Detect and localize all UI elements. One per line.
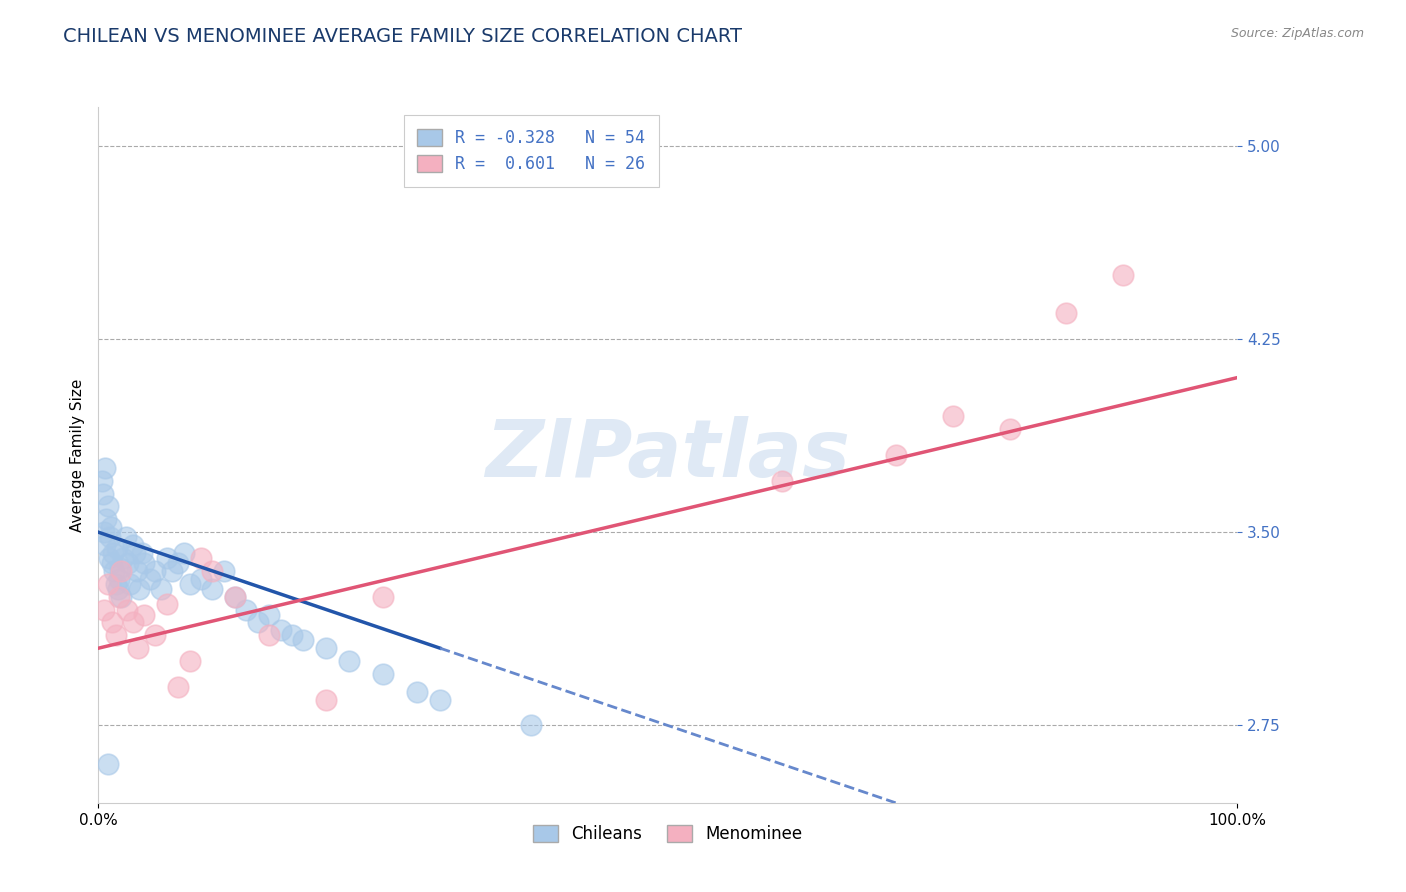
Point (190, 572, 212, 586)
Point (94, 538, 117, 552)
Point (259, 607, 281, 622)
Point (112, 551, 135, 566)
Point (371, 667, 394, 681)
Point (520, 718, 543, 732)
Point (93, 602, 115, 616)
Point (179, 576, 201, 591)
Point (224, 590, 246, 604)
Point (337, 654, 360, 668)
Point (224, 590, 246, 604)
Point (98, 530, 121, 544)
Point (270, 623, 292, 637)
Point (1054, 306, 1078, 320)
Point (884, 448, 907, 462)
Point (770, 474, 793, 488)
Point (145, 628, 167, 642)
Point (96, 500, 118, 514)
Point (173, 546, 195, 560)
Point (108, 561, 131, 575)
Point (96, 576, 118, 591)
Point (292, 633, 315, 648)
Point (101, 556, 124, 570)
Point (104, 576, 127, 591)
Point (429, 692, 451, 706)
Point (246, 615, 269, 630)
Point (150, 582, 173, 596)
Point (114, 530, 136, 544)
Text: ZIPatlas: ZIPatlas (485, 416, 851, 494)
Text: Source: ZipAtlas.com: Source: ZipAtlas.com (1230, 27, 1364, 40)
Point (259, 628, 281, 642)
Y-axis label: Average Family Size: Average Family Size (69, 378, 84, 532)
Point (93, 525, 115, 540)
Point (998, 422, 1021, 436)
Point (179, 654, 201, 668)
Point (121, 538, 143, 552)
Point (127, 641, 149, 656)
Point (96, 512, 118, 526)
Point (371, 590, 394, 604)
Point (110, 590, 132, 604)
Point (942, 409, 965, 424)
Point (103, 546, 125, 560)
Point (121, 615, 143, 630)
Point (156, 598, 179, 612)
Point (90, 474, 112, 488)
Point (162, 564, 184, 578)
Point (138, 572, 160, 586)
Text: CHILEAN VS MENOMINEE AVERAGE FAMILY SIZE CORRELATION CHART: CHILEAN VS MENOMINEE AVERAGE FAMILY SIZE… (63, 27, 742, 45)
Point (117, 556, 139, 570)
Point (115, 602, 138, 616)
Point (124, 546, 146, 560)
Point (1112, 268, 1135, 282)
Point (97, 551, 120, 566)
Point (235, 602, 257, 616)
Point (107, 582, 129, 596)
Point (190, 551, 212, 566)
Point (128, 582, 150, 596)
Point (201, 564, 224, 578)
Point (110, 564, 132, 578)
Point (201, 582, 224, 596)
Point (96, 757, 118, 772)
Point (167, 680, 190, 694)
Point (315, 692, 337, 706)
Legend: Chileans, Menominee: Chileans, Menominee (526, 819, 810, 850)
Point (94, 460, 117, 475)
Point (281, 628, 304, 642)
Point (105, 541, 128, 555)
Point (127, 564, 149, 578)
Point (91, 486, 114, 500)
Point (120, 576, 142, 591)
Point (104, 628, 127, 642)
Point (145, 564, 167, 578)
Point (108, 572, 131, 586)
Point (406, 685, 429, 699)
Point (131, 546, 153, 560)
Point (108, 590, 131, 604)
Point (156, 551, 179, 566)
Point (132, 556, 155, 570)
Point (212, 564, 235, 578)
Point (100, 520, 122, 534)
Point (101, 615, 124, 630)
Point (132, 607, 155, 622)
Point (167, 556, 190, 570)
Point (315, 641, 337, 656)
Point (103, 564, 125, 578)
